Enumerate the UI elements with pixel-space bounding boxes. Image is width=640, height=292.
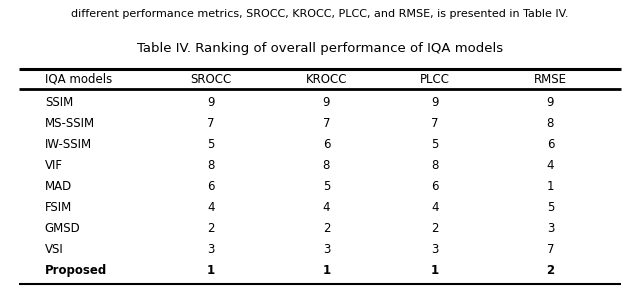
Text: VIF: VIF: [45, 159, 63, 172]
Text: FSIM: FSIM: [45, 201, 72, 214]
Text: 4: 4: [431, 201, 439, 214]
Text: 7: 7: [323, 117, 330, 130]
Text: PLCC: PLCC: [420, 73, 450, 86]
Text: GMSD: GMSD: [45, 223, 81, 235]
Text: 4: 4: [207, 201, 215, 214]
Text: 1: 1: [207, 265, 215, 277]
Text: 6: 6: [431, 180, 439, 193]
Text: Proposed: Proposed: [45, 265, 107, 277]
Text: 7: 7: [207, 117, 215, 130]
Text: 5: 5: [323, 180, 330, 193]
Text: 6: 6: [547, 138, 554, 151]
Text: MAD: MAD: [45, 180, 72, 193]
Text: KROCC: KROCC: [306, 73, 347, 86]
Text: 7: 7: [547, 244, 554, 256]
Text: 3: 3: [323, 244, 330, 256]
Text: 9: 9: [431, 96, 439, 109]
Text: SSIM: SSIM: [45, 96, 73, 109]
Text: 8: 8: [323, 159, 330, 172]
Text: 2: 2: [547, 265, 554, 277]
Text: 8: 8: [431, 159, 439, 172]
Text: 5: 5: [207, 138, 215, 151]
Text: 1: 1: [547, 180, 554, 193]
Text: 5: 5: [431, 138, 439, 151]
Text: VSI: VSI: [45, 244, 63, 256]
Text: different performance metrics, SROCC, KROCC, PLCC, and RMSE, is presented in Tab: different performance metrics, SROCC, KR…: [71, 9, 569, 19]
Text: 2: 2: [431, 223, 439, 235]
Text: 1: 1: [431, 265, 439, 277]
Text: 8: 8: [207, 159, 215, 172]
Text: 9: 9: [323, 96, 330, 109]
Text: 9: 9: [207, 96, 215, 109]
Text: 8: 8: [547, 117, 554, 130]
Text: 3: 3: [547, 223, 554, 235]
Text: 2: 2: [207, 223, 215, 235]
Text: RMSE: RMSE: [534, 73, 567, 86]
Text: 4: 4: [323, 201, 330, 214]
Text: IQA models: IQA models: [45, 73, 112, 86]
Text: 3: 3: [207, 244, 215, 256]
Text: Table IV. Ranking of overall performance of IQA models: Table IV. Ranking of overall performance…: [137, 42, 503, 55]
Text: 7: 7: [431, 117, 439, 130]
Text: 3: 3: [431, 244, 439, 256]
Text: 4: 4: [547, 159, 554, 172]
Text: 1: 1: [323, 265, 330, 277]
Text: 2: 2: [323, 223, 330, 235]
Text: MS-SSIM: MS-SSIM: [45, 117, 95, 130]
Text: 6: 6: [323, 138, 330, 151]
Text: 5: 5: [547, 201, 554, 214]
Text: IW-SSIM: IW-SSIM: [45, 138, 92, 151]
Text: 9: 9: [547, 96, 554, 109]
Text: 6: 6: [207, 180, 215, 193]
Text: SROCC: SROCC: [191, 73, 232, 86]
